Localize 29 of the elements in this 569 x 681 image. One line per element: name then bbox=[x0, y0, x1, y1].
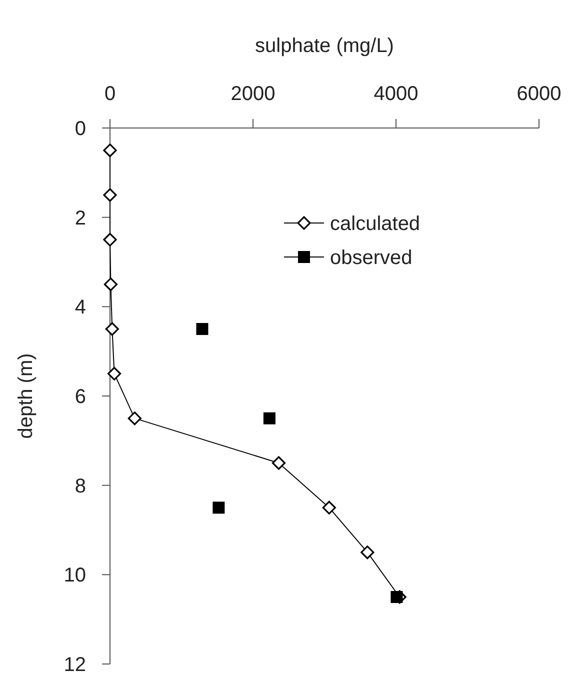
point bbox=[107, 366, 122, 380]
y-tick-label: 0 bbox=[74, 118, 86, 140]
point bbox=[322, 500, 336, 514]
legend-label: calculated bbox=[330, 213, 420, 235]
y-tick-label: 4 bbox=[74, 296, 86, 319]
point bbox=[360, 546, 374, 560]
y-tick-label: 12 bbox=[64, 654, 86, 676]
x-axis-title: sulphate (mg/L) bbox=[255, 35, 394, 57]
point bbox=[103, 144, 117, 158]
y-tick-label: 6 bbox=[74, 386, 86, 408]
point bbox=[105, 322, 119, 336]
point bbox=[103, 188, 117, 202]
legend-label: observed bbox=[330, 247, 412, 269]
point bbox=[272, 456, 286, 470]
x-tick-label: 6000 bbox=[516, 83, 562, 105]
point bbox=[196, 323, 208, 335]
point bbox=[103, 232, 117, 246]
x-tick-label: 0 bbox=[104, 83, 116, 105]
y-tick-label: 10 bbox=[64, 564, 86, 587]
y-tick-label: 8 bbox=[74, 475, 86, 498]
point bbox=[128, 412, 142, 426]
point bbox=[212, 502, 225, 514]
point bbox=[104, 278, 118, 292]
x-tick-label: 4000 bbox=[374, 83, 418, 105]
y-axis-title: depth (m) bbox=[15, 353, 37, 439]
point bbox=[263, 412, 276, 424]
point bbox=[390, 591, 403, 603]
y-tick-label: 2 bbox=[74, 207, 86, 230]
x-tick-label: 2000 bbox=[230, 83, 276, 105]
